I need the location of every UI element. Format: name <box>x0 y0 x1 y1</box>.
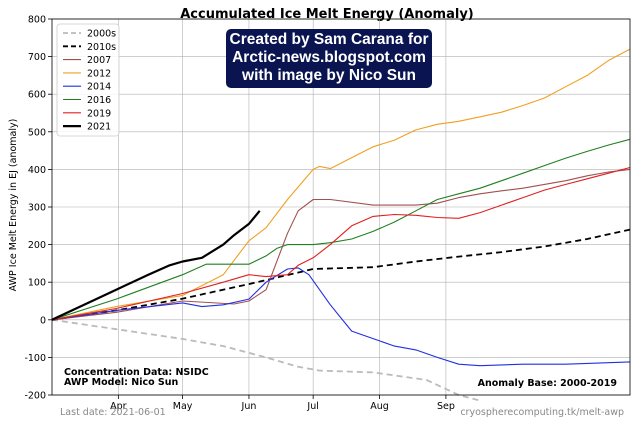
series-line-2000s <box>51 318 481 402</box>
legend-label-2016: 2016 <box>87 95 111 106</box>
annotation-awp-model: AWP Model: Nico Sun <box>64 377 179 388</box>
annotation-concentration: Concentration Data: NSIDC <box>64 367 209 378</box>
y-tick-label: -200 <box>24 391 46 402</box>
footer-source: cryospherecomputing.tk/melt-awp <box>460 407 624 418</box>
axis-ticks: -200 -100 0 100 200 300 400 500 600 700 800 Apr May J… <box>24 15 454 413</box>
series-lines <box>51 48 631 402</box>
y-tick-label: 0 <box>40 315 46 326</box>
legend-label-2010s: 2010s <box>87 42 116 53</box>
legend: 2000s 2010s 2007 2012 2014 2016 2019 2021 <box>56 23 120 137</box>
legend-label-2014: 2014 <box>87 82 111 93</box>
x-tick-label: Sep <box>437 401 455 412</box>
y-axis-label: AWP Ice Melt Energy in EJ (anomaly) <box>8 119 19 292</box>
y-tick-label: 500 <box>28 127 46 138</box>
y-tick-label: 700 <box>28 52 46 63</box>
x-tick-label: Jun <box>241 401 257 412</box>
series-line-2010s <box>51 228 631 321</box>
legend-label-2000s: 2000s <box>87 29 116 40</box>
annotation-anomaly-base: Anomaly Base: 2000-2019 <box>478 378 617 389</box>
legend-label-2012: 2012 <box>87 68 111 79</box>
y-tick-label: 200 <box>28 240 46 251</box>
y-tick-label: 100 <box>28 278 46 289</box>
plot-frame <box>51 18 631 396</box>
banner-line-1: Created by Sam Carana for <box>229 31 429 48</box>
series-line-2019 <box>51 166 631 321</box>
footer-last-date: Last date: 2021-06-01 <box>60 407 166 418</box>
y-tick-label: 800 <box>28 15 46 26</box>
x-tick-label: May <box>173 401 193 412</box>
chart-title: Accumulated Ice Melt Energy (Anomaly) <box>180 7 474 22</box>
x-tick-label: Aug <box>370 401 389 412</box>
legend-label-2021: 2021 <box>87 122 111 133</box>
legend-box <box>56 23 120 137</box>
legend-label-2007: 2007 <box>87 55 111 66</box>
banner-line-3: with image by Nico Sun <box>242 67 416 84</box>
banner-line-2: Arctic-news.blogspot.com <box>232 49 426 66</box>
series-line-2012 <box>51 48 631 321</box>
y-tick-label: 600 <box>28 90 46 101</box>
series-line-2007 <box>51 168 631 321</box>
legend-label-2019: 2019 <box>87 108 111 119</box>
y-tick-label: 300 <box>28 203 46 214</box>
series-line-2014 <box>51 267 631 367</box>
y-tick-label: -100 <box>24 353 46 364</box>
series-line-2021 <box>51 210 261 321</box>
x-tick-label: Apr <box>110 401 127 412</box>
series-line-2016 <box>51 138 631 321</box>
x-tick-label: Jul <box>306 401 318 412</box>
credit-banner: Created by Sam Carana for Arctic-news.bl… <box>226 29 432 88</box>
y-tick-label: 400 <box>28 165 46 176</box>
